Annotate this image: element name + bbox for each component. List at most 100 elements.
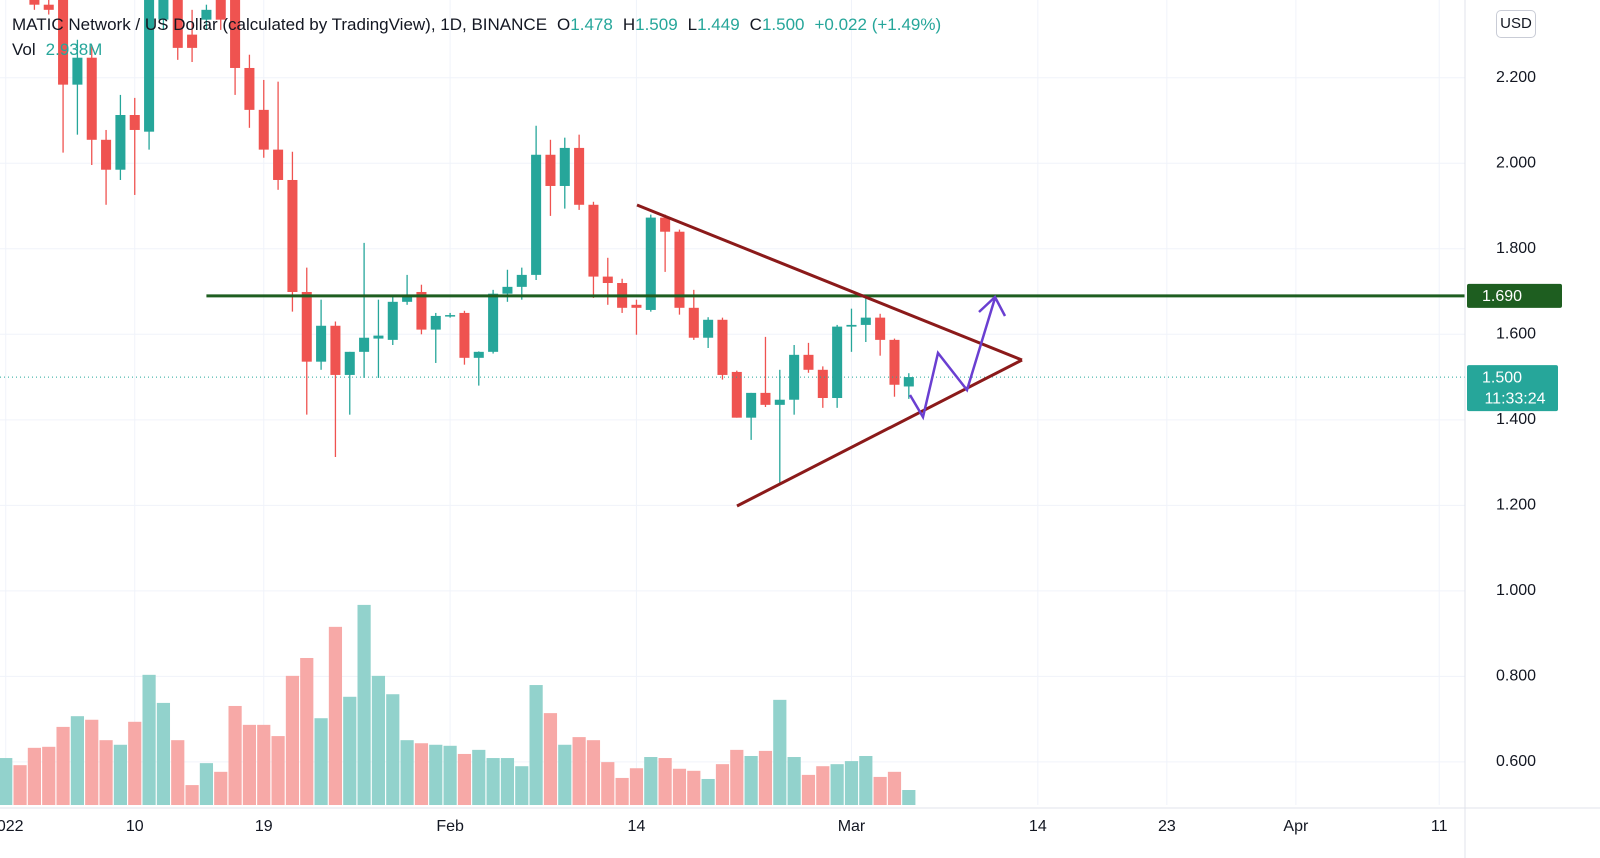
- ohlc-value: 1.478: [570, 15, 613, 34]
- triangle-upper: [636, 203, 1023, 362]
- candle-body: [846, 324, 857, 327]
- volume-bar: [629, 768, 644, 805]
- candle-body: [832, 326, 843, 399]
- volume-bar: [887, 771, 902, 805]
- candle-body: [172, 0, 183, 48]
- volume-bar: [758, 750, 773, 805]
- volume-bar: [844, 761, 859, 805]
- candle-body: [230, 0, 241, 68]
- ohlc-value: 1.449: [697, 15, 740, 34]
- candle-body: [430, 315, 441, 330]
- volume-bar: [672, 768, 687, 805]
- volume-bar: [773, 699, 787, 805]
- ohlc-value: 1.500: [761, 15, 805, 34]
- x-tick-label: 19: [255, 818, 273, 835]
- x-tick-label: 11: [1431, 818, 1448, 835]
- volume-bar: [873, 776, 887, 805]
- volume-bar: [816, 766, 830, 805]
- volume-bar: [171, 740, 185, 805]
- ohlc-item: L1.449: [688, 15, 740, 34]
- volume-bar: [902, 790, 916, 805]
- volume-bar: [744, 755, 758, 805]
- y-tick-label: 1.200: [1496, 497, 1536, 514]
- y-tick-label: 0.800: [1496, 668, 1536, 685]
- ohlc-key: O: [557, 15, 571, 34]
- candle-body: [717, 319, 728, 375]
- legend: MATIC Network / US Dollar (calculated by…: [12, 12, 941, 62]
- volume-bar: [644, 757, 658, 805]
- x-tick-label: 14: [628, 818, 646, 835]
- y-tick-label: 1.000: [1496, 582, 1536, 599]
- currency-button[interactable]: USD: [1496, 10, 1536, 38]
- candle-body: [574, 147, 585, 205]
- candle-body: [43, 4, 54, 10]
- candle-body: [158, 0, 169, 20]
- volume-bar: [414, 743, 429, 805]
- symbol-title: MATIC Network / US Dollar (calculated by…: [12, 15, 548, 34]
- candle-body: [588, 204, 599, 277]
- candle-body: [244, 67, 255, 110]
- candle-body: [703, 319, 714, 338]
- candle-body: [115, 115, 126, 170]
- volume-bar: [142, 674, 156, 805]
- ohlc-key: C: [749, 15, 762, 34]
- candle-body: [774, 399, 785, 405]
- volume-bar: [586, 740, 601, 805]
- volume-bar: [515, 766, 529, 805]
- candle-body: [516, 274, 527, 287]
- volume-bar: [801, 774, 816, 805]
- candle-body: [746, 392, 757, 418]
- x-tick-label: Feb: [436, 818, 464, 835]
- volume-bar: [70, 716, 85, 805]
- candle-body: [531, 154, 542, 275]
- candle-body: [301, 291, 312, 362]
- x-tick-label: 2022: [0, 818, 24, 835]
- volume-bar: [558, 744, 572, 805]
- volume-bar: [128, 721, 142, 805]
- volume-bar: [386, 694, 400, 805]
- candle-body: [287, 179, 298, 292]
- volume-bar: [156, 702, 171, 805]
- candle-body: [903, 377, 914, 387]
- candle-body: [674, 231, 685, 308]
- y-tick-label: 2.000: [1496, 155, 1536, 172]
- ohlc-key: L: [687, 15, 698, 34]
- volume-bar: [242, 724, 257, 805]
- volume-title: Vol: [12, 40, 36, 59]
- candle-body: [101, 139, 112, 170]
- volume-bar: [300, 657, 314, 805]
- volume-bar: [529, 685, 543, 805]
- candle-body: [760, 392, 771, 405]
- candle-body: [258, 109, 269, 150]
- candle-body: [344, 351, 355, 375]
- axis-labels: 0.600 0.800 1.000 1.200 1.400 1.600 1.800 2.000…: [0, 69, 1562, 835]
- candle-body: [631, 304, 642, 308]
- volume-bar: [730, 749, 744, 805]
- x-tick-label: 14: [1029, 818, 1047, 835]
- x-tick-label: Apr: [1283, 818, 1309, 835]
- volume-bar: [500, 758, 515, 805]
- candle-body: [359, 337, 370, 352]
- triangle-lower: [736, 358, 1023, 508]
- y-tick-label: 1.800: [1496, 240, 1536, 257]
- candle-body: [688, 307, 699, 338]
- last-price-tag: [1467, 365, 1558, 412]
- volume-bar: [687, 770, 701, 805]
- x-tick-label: Mar: [838, 818, 866, 835]
- candle-pane: [0, 0, 1465, 485]
- y-tick-label: 0.600: [1496, 753, 1536, 770]
- candle-body: [602, 276, 613, 284]
- candle-body: [144, 0, 155, 132]
- volume-row: Vol 2.938M: [12, 37, 941, 62]
- candle-body: [373, 335, 384, 339]
- candle-body: [789, 354, 800, 400]
- candle-body: [273, 149, 284, 180]
- volume-bar: [400, 740, 414, 805]
- volume-bar: [13, 765, 27, 805]
- candle-body: [330, 325, 341, 375]
- y-tick-label: 1.600: [1496, 326, 1536, 343]
- volume-bar: [429, 744, 443, 805]
- volume-bar: [85, 719, 99, 805]
- volume-bar: [543, 713, 558, 805]
- candle-body: [316, 325, 327, 362]
